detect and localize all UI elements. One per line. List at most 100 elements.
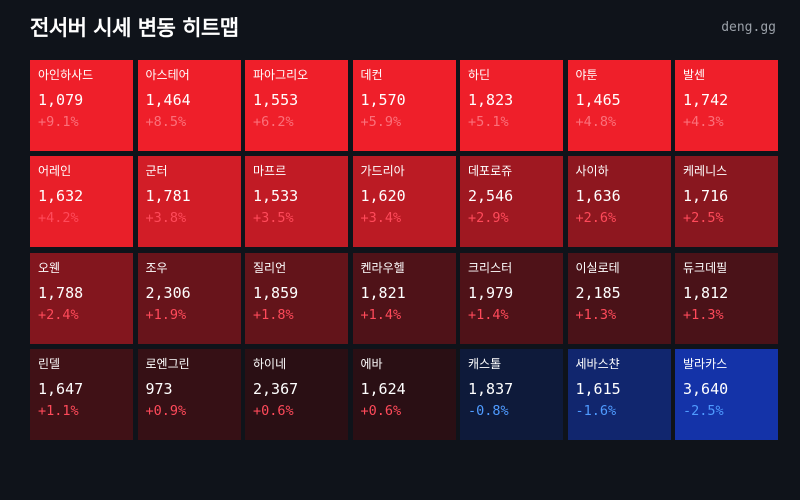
server-price: 1,788 [38, 283, 84, 302]
heatmap-cell[interactable]: 조우 2,306 +1.9% [137, 252, 241, 344]
server-name: 세바스챤 [575, 356, 620, 371]
server-name: 하이네 [253, 356, 287, 371]
server-price: 1,716 [683, 187, 729, 206]
price-change: +1.4% [468, 306, 509, 323]
server-name: 아스테어 [145, 68, 190, 82]
server-price: 1,570 [360, 91, 406, 109]
heatmap-cell[interactable]: 야툰 1,465 +4.8% [567, 60, 671, 151]
server-price: 1,979 [468, 283, 514, 302]
heatmap-cell[interactable]: 데컨 1,570 +5.9% [352, 60, 456, 151]
server-price: 1,823 [468, 91, 514, 109]
server-price: 1,632 [38, 187, 84, 206]
heatmap-cell[interactable]: 파아그리오 1,553 +6.2% [245, 60, 348, 151]
heatmap-cell[interactable]: 마프르 1,533 +3.5% [245, 156, 348, 248]
server-price: 1,781 [145, 187, 191, 206]
heatmap-cell[interactable]: 케레니스 1,716 +2.5% [675, 156, 778, 248]
price-change: -1.6% [575, 402, 617, 419]
server-price: 1,821 [360, 283, 406, 302]
server-price: 1,465 [575, 91, 621, 109]
server-price: 1,812 [683, 283, 729, 302]
price-change: +2.6% [575, 210, 617, 227]
page-title: 전서버 시세 변동 히트맵 [30, 16, 239, 40]
server-name: 발라카스 [683, 356, 728, 371]
price-change: +1.4% [360, 306, 402, 323]
price-change: +8.5% [145, 114, 187, 130]
server-name: 듀크데필 [683, 260, 728, 275]
heatmap-cell[interactable]: 아인하사드 1,079 +9.1% [30, 60, 133, 151]
server-name: 로엔그린 [145, 356, 190, 371]
price-change: +2.9% [468, 210, 509, 227]
source-label: deng.gg [721, 20, 776, 35]
server-price: 1,620 [360, 187, 406, 206]
heatmap-cell[interactable]: 듀크데필 1,812 +1.3% [675, 252, 778, 344]
price-change: +6.2% [253, 114, 294, 130]
price-change: +5.1% [468, 114, 509, 130]
heatmap-cell[interactable]: 세바스챤 1,615 -1.6% [567, 348, 671, 440]
server-price: 1,533 [253, 187, 299, 206]
price-change: +1.3% [575, 306, 617, 323]
server-name: 가드리아 [360, 164, 405, 179]
server-name: 야툰 [575, 68, 598, 82]
heatmap-cell[interactable]: 이실로테 2,185 +1.3% [567, 252, 671, 344]
heatmap-cell[interactable]: 가드리아 1,620 +3.4% [352, 156, 456, 248]
price-change: +4.8% [575, 114, 617, 130]
heatmap-cell[interactable]: 하딘 1,823 +5.1% [460, 60, 563, 151]
server-name: 케레니스 [683, 164, 728, 179]
server-name: 사이하 [575, 164, 609, 179]
server-name: 아인하사드 [38, 68, 94, 82]
server-name: 하딘 [468, 68, 491, 82]
server-name: 파아그리오 [253, 68, 309, 82]
price-change: -2.5% [683, 402, 724, 419]
price-change: +1.9% [145, 306, 187, 323]
server-price: 1,615 [575, 379, 621, 398]
server-price: 1,859 [253, 283, 299, 302]
price-change: +4.2% [38, 210, 79, 227]
heatmap-grid: 아인하사드 1,079 +9.1% 아스테어 1,464 +8.5% 파아그리오 1,553 +… [30, 60, 778, 440]
server-price: 2,546 [468, 187, 514, 206]
server-price: 1,553 [253, 91, 299, 109]
heatmap-cell[interactable]: 하이네 2,367 +0.6% [245, 348, 348, 440]
server-price: 1,636 [575, 187, 621, 206]
heatmap-cell[interactable]: 켄라우헬 1,821 +1.4% [352, 252, 456, 344]
server-name: 군터 [145, 164, 168, 179]
price-change: +0.6% [360, 402, 402, 419]
heatmap-cell[interactable]: 오웬 1,788 +2.4% [30, 252, 133, 344]
server-name: 발센 [683, 68, 706, 82]
server-price: 973 [145, 379, 173, 398]
server-name: 조우 [145, 260, 168, 275]
server-name: 데포로쥬 [468, 164, 513, 179]
server-price: 3,640 [683, 379, 729, 398]
price-change: +3.5% [253, 210, 294, 227]
server-name: 캐스톨 [468, 356, 502, 371]
server-price: 2,306 [145, 283, 191, 302]
price-change: -0.8% [468, 402, 509, 419]
server-name: 이실로테 [575, 260, 620, 275]
heatmap-cell[interactable]: 에바 1,624 +0.6% [352, 348, 456, 440]
heatmap-cell[interactable]: 질리언 1,859 +1.8% [245, 252, 348, 344]
heatmap-cell[interactable]: 발라카스 3,640 -2.5% [675, 348, 778, 440]
server-price: 1,079 [38, 91, 84, 109]
server-name: 마프르 [253, 164, 287, 179]
heatmap-cell[interactable]: 아스테어 1,464 +8.5% [137, 60, 241, 151]
heatmap-cell[interactable]: 린델 1,647 +1.1% [30, 348, 133, 440]
price-change: +1.1% [38, 402, 79, 419]
server-name: 오웬 [38, 260, 61, 275]
server-name: 어레인 [38, 164, 72, 179]
server-name: 데컨 [360, 68, 383, 82]
server-name: 질리언 [253, 260, 287, 275]
server-price: 1,624 [360, 379, 406, 398]
server-price: 2,367 [253, 379, 299, 398]
heatmap-cell[interactable]: 로엔그린 973 +0.9% [137, 348, 241, 440]
price-change: +1.8% [253, 306, 294, 323]
server-name: 에바 [360, 356, 383, 371]
heatmap-cell[interactable]: 사이하 1,636 +2.6% [567, 156, 671, 248]
server-price: 1,837 [468, 379, 514, 398]
heatmap-cell[interactable]: 군터 1,781 +3.8% [137, 156, 241, 248]
price-change: +2.4% [38, 306, 79, 323]
heatmap-cell[interactable]: 발센 1,742 +4.3% [675, 60, 778, 151]
heatmap-cell[interactable]: 캐스톨 1,837 -0.8% [460, 348, 563, 440]
heatmap-cell[interactable]: 어레인 1,632 +4.2% [30, 156, 133, 248]
heatmap-cell[interactable]: 데포로쥬 2,546 +2.9% [460, 156, 563, 248]
price-change: +0.6% [253, 402, 294, 419]
heatmap-cell[interactable]: 크리스터 1,979 +1.4% [460, 252, 563, 344]
